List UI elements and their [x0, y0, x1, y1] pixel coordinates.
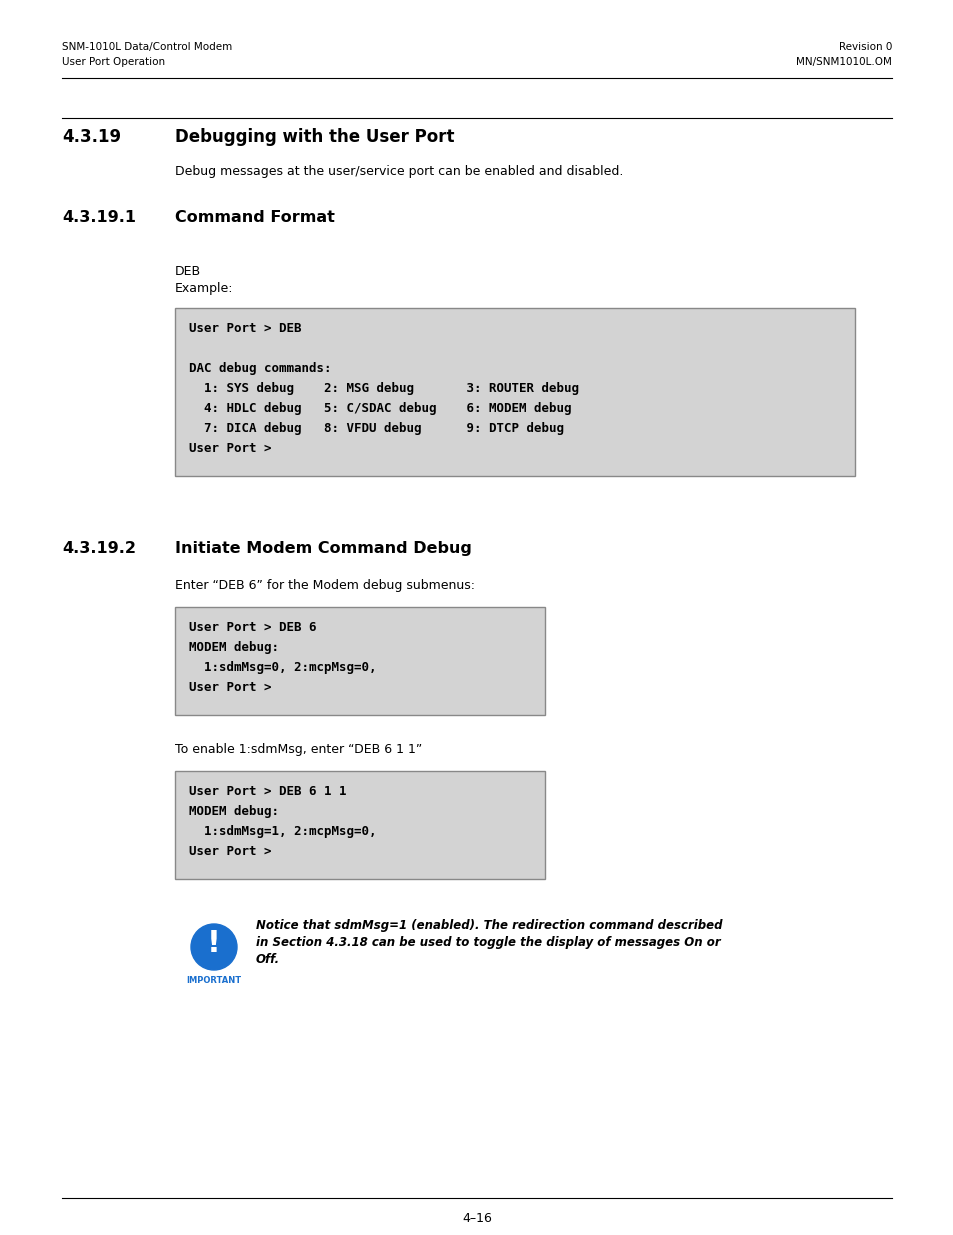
- Text: To enable 1:sdmMsg, enter “DEB 6 1 1”: To enable 1:sdmMsg, enter “DEB 6 1 1”: [174, 743, 422, 756]
- Text: DEB: DEB: [174, 266, 201, 278]
- Text: MODEM debug:: MODEM debug:: [189, 805, 278, 818]
- Text: Initiate Modem Command Debug: Initiate Modem Command Debug: [174, 541, 472, 556]
- Text: User Port Operation: User Port Operation: [62, 57, 165, 67]
- Text: Enter “DEB 6” for the Modem debug submenus:: Enter “DEB 6” for the Modem debug submen…: [174, 579, 475, 592]
- Text: 4.3.19: 4.3.19: [62, 128, 121, 146]
- Text: Debug messages at the user/service port can be enabled and disabled.: Debug messages at the user/service port …: [174, 165, 622, 178]
- Text: Debugging with the User Port: Debugging with the User Port: [174, 128, 454, 146]
- Text: 1:sdmMsg=0, 2:mcpMsg=0,: 1:sdmMsg=0, 2:mcpMsg=0,: [189, 661, 376, 674]
- Text: IMPORTANT: IMPORTANT: [186, 976, 241, 986]
- Text: !: !: [207, 930, 221, 958]
- Text: User Port > DEB 6: User Port > DEB 6: [189, 621, 316, 634]
- Text: User Port > DEB: User Port > DEB: [189, 322, 301, 335]
- FancyBboxPatch shape: [174, 771, 544, 879]
- Text: User Port >: User Port >: [189, 680, 272, 694]
- Text: Command Format: Command Format: [174, 210, 335, 225]
- Text: 1: SYS debug    2: MSG debug       3: ROUTER debug: 1: SYS debug 2: MSG debug 3: ROUTER debu…: [189, 382, 578, 395]
- Text: SNM-1010L Data/Control Modem: SNM-1010L Data/Control Modem: [62, 42, 232, 52]
- Text: DAC debug commands:: DAC debug commands:: [189, 362, 331, 375]
- FancyBboxPatch shape: [174, 308, 854, 475]
- Text: 1:sdmMsg=1, 2:mcpMsg=0,: 1:sdmMsg=1, 2:mcpMsg=0,: [189, 825, 376, 839]
- Text: User Port > DEB 6 1 1: User Port > DEB 6 1 1: [189, 785, 346, 798]
- FancyBboxPatch shape: [174, 606, 544, 715]
- Text: MODEM debug:: MODEM debug:: [189, 641, 278, 655]
- Text: 7: DICA debug   8: VFDU debug      9: DTCP debug: 7: DICA debug 8: VFDU debug 9: DTCP debu…: [189, 422, 563, 435]
- Text: Revision 0: Revision 0: [838, 42, 891, 52]
- Text: Off.: Off.: [255, 953, 280, 966]
- Circle shape: [191, 924, 236, 969]
- Text: User Port >: User Port >: [189, 845, 272, 858]
- Text: Example:: Example:: [174, 282, 233, 295]
- Text: 4.3.19.1: 4.3.19.1: [62, 210, 136, 225]
- Text: 4.3.19.2: 4.3.19.2: [62, 541, 136, 556]
- Text: in Section 4.3.18 can be used to toggle the display of messages On or: in Section 4.3.18 can be used to toggle …: [255, 936, 720, 948]
- Text: 4: HDLC debug   5: C/SDAC debug    6: MODEM debug: 4: HDLC debug 5: C/SDAC debug 6: MODEM d…: [189, 403, 571, 415]
- Text: User Port >: User Port >: [189, 442, 272, 454]
- Text: Notice that sdmMsg=1 (enabled). The redirection command described: Notice that sdmMsg=1 (enabled). The redi…: [255, 919, 721, 932]
- Text: 4–16: 4–16: [461, 1212, 492, 1225]
- Text: MN/SNM1010L.OM: MN/SNM1010L.OM: [796, 57, 891, 67]
